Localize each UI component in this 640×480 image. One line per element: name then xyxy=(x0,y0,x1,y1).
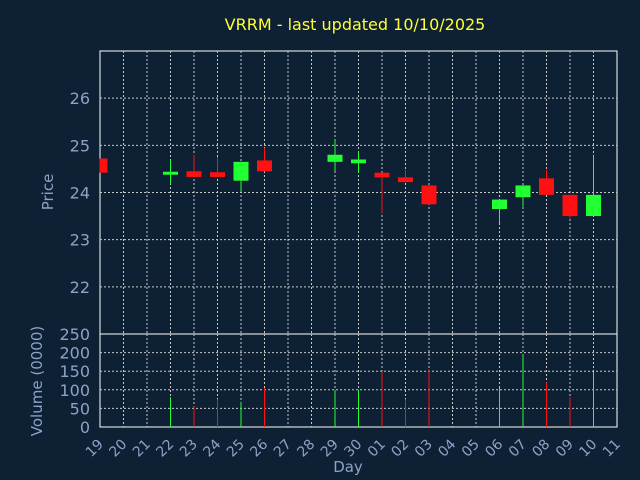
volume-tick-label: 250 xyxy=(59,325,90,344)
candle-body xyxy=(398,177,413,183)
candle-body xyxy=(233,161,249,181)
price-tick-label: 23 xyxy=(70,231,90,250)
candle-body xyxy=(186,171,202,177)
volume-tick-label: 150 xyxy=(59,362,90,381)
volume-tick-label: 200 xyxy=(59,344,90,363)
candle-body xyxy=(163,171,178,175)
candle-body xyxy=(586,194,601,217)
candle-body xyxy=(374,172,390,178)
price-tick-label: 24 xyxy=(70,184,90,203)
candle-body xyxy=(421,185,437,205)
chart-title: VRRM - last updated 10/10/2025 xyxy=(225,15,486,34)
candle-body xyxy=(100,158,108,173)
x-axis-label: Day xyxy=(333,458,363,476)
volume-axis-label: Volume (0000) xyxy=(28,326,46,436)
price-tick-label: 25 xyxy=(70,136,90,155)
candle-body xyxy=(327,154,343,162)
price-tick-label: 26 xyxy=(70,89,90,108)
candle-body xyxy=(539,178,554,195)
volume-tick-label: 0 xyxy=(80,418,90,437)
price-axis-label: Price xyxy=(39,174,57,211)
volume-tick-label: 50 xyxy=(70,399,90,418)
x-axis: 19 20 21 22 23 24 25 26 27 28 29 30 01 02 03 04 05 06 07 08… xyxy=(83,436,624,460)
candle-body xyxy=(492,199,507,210)
candle-body xyxy=(562,194,578,217)
price-tick-label: 22 xyxy=(70,278,90,297)
candle-body xyxy=(257,160,272,172)
candle-body xyxy=(515,185,531,198)
volume-tick-label: 100 xyxy=(59,381,90,400)
candle-body xyxy=(210,172,225,177)
price-panel: 22 23 24 25 26 xyxy=(70,50,618,335)
candle-body xyxy=(351,159,366,164)
